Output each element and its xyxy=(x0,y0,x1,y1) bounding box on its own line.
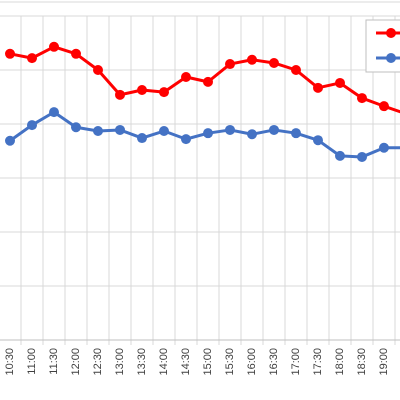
x-tick-label: 12:30 xyxy=(92,348,104,376)
data-point xyxy=(313,135,323,146)
data-point xyxy=(357,93,367,104)
data-point xyxy=(291,65,301,75)
x-tick-label: 18:00 xyxy=(334,348,346,376)
data-point xyxy=(49,107,59,118)
data-point xyxy=(71,122,81,133)
x-tick-label: 13:00 xyxy=(114,348,126,376)
data-point xyxy=(357,151,367,162)
data-point xyxy=(335,150,345,161)
legend-marker xyxy=(386,28,396,38)
data-point xyxy=(71,48,81,59)
x-tick-label: 11:30 xyxy=(48,348,60,375)
x-tick-label: 18:30 xyxy=(356,348,368,376)
x-tick-label: 11:00 xyxy=(26,348,38,375)
data-point xyxy=(93,126,103,137)
legend xyxy=(365,19,400,73)
x-tick-label: 10:30 xyxy=(4,348,16,376)
data-point xyxy=(5,135,15,146)
data-point xyxy=(115,124,125,135)
x-axis: 10:30 11:00 11:30 12:00 12:30 13:00 13:30 14:00… xyxy=(4,348,400,376)
data-point xyxy=(181,134,191,145)
data-point xyxy=(115,89,125,100)
data-point xyxy=(5,48,15,59)
data-point xyxy=(159,126,169,137)
data-point xyxy=(247,54,257,65)
x-tick-label: 12:00 xyxy=(70,348,82,376)
data-point xyxy=(181,72,191,83)
data-point xyxy=(313,82,323,93)
data-point xyxy=(247,129,257,140)
x-tick-label: 17:30 xyxy=(312,348,324,376)
data-point xyxy=(27,120,37,131)
plot xyxy=(5,41,400,162)
x-tick-label: 15:30 xyxy=(224,348,236,376)
grid xyxy=(0,15,400,345)
data-point xyxy=(27,53,37,64)
data-point xyxy=(203,128,213,139)
x-tick-label: 15:00 xyxy=(202,348,214,376)
data-point xyxy=(291,128,301,139)
data-point xyxy=(335,77,345,88)
x-tick-label: 17:00 xyxy=(290,348,302,376)
data-point xyxy=(93,65,103,75)
legend-box xyxy=(365,19,400,73)
x-tick-label: 14:30 xyxy=(180,348,192,376)
data-point xyxy=(379,142,389,153)
data-point xyxy=(269,57,279,68)
data-point xyxy=(137,133,147,144)
x-tick-label: 16:30 xyxy=(268,348,280,376)
data-point xyxy=(225,124,235,135)
legend-marker xyxy=(386,53,396,63)
x-tick-label: 19:00 xyxy=(378,348,390,376)
x-tick-label: 16:00 xyxy=(246,348,258,376)
data-point xyxy=(379,101,389,112)
x-tick-label: 14:00 xyxy=(158,348,170,376)
data-point xyxy=(159,87,169,98)
data-point xyxy=(137,84,147,95)
data-point xyxy=(49,41,59,52)
data-point xyxy=(225,59,235,70)
data-point xyxy=(269,124,279,135)
data-point xyxy=(203,76,213,87)
x-tick-label: 13:30 xyxy=(136,348,148,376)
